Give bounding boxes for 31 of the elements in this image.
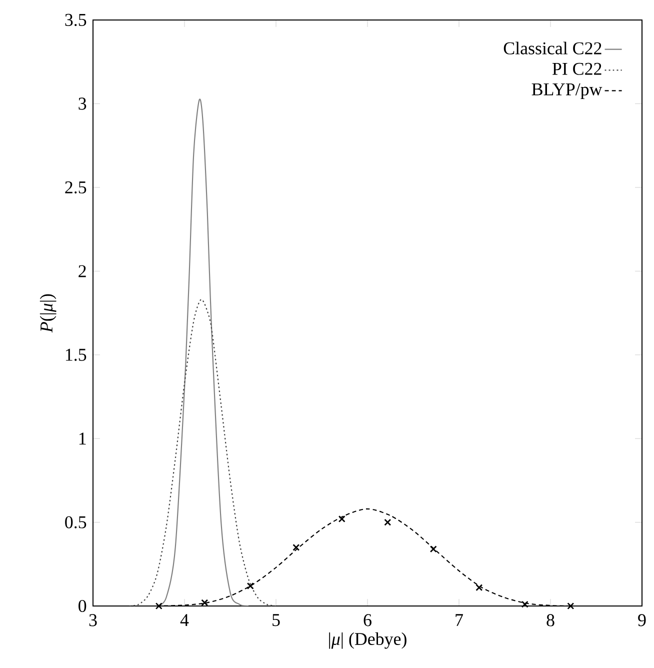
y-tick-label: 3.5 (65, 14, 86, 26)
point (521, 600, 528, 608)
x-tick-label: 9 (638, 614, 646, 626)
point (384, 518, 392, 526)
point (430, 546, 437, 553)
x-tick-label: 7 (456, 614, 463, 626)
x-tick-label: 5 (272, 614, 280, 626)
point (155, 602, 162, 610)
legend-label: Classical C22 (504, 42, 602, 54)
y-tick-label: 3 (78, 98, 86, 110)
x-tick-label: 8 (546, 614, 554, 626)
y-tick-label: 1.5 (66, 348, 86, 361)
y-tick-label: 0 (78, 600, 86, 612)
y-tick-label: 2 (78, 265, 86, 278)
point (567, 602, 574, 610)
x-tick-label: 4 (180, 614, 189, 626)
y-axis-title: P(|μ|) (40, 294, 56, 333)
legend-label: BLYP/pw (532, 83, 602, 100)
point (292, 544, 300, 551)
point (338, 515, 346, 522)
x-axis-title: |μ| (Debye) (329, 632, 406, 649)
x-tick-label: 6 (364, 614, 372, 626)
y-tick-label: 2.5 (65, 181, 86, 194)
point (246, 582, 254, 590)
x-tick-label: 3 (89, 614, 97, 626)
point (476, 584, 483, 592)
line-series (129, 299, 277, 606)
legend-label: PI C22 (552, 62, 602, 75)
y-tick-label: 1 (79, 432, 86, 444)
point (201, 599, 208, 606)
y-tick-label: 0.5 (65, 516, 86, 528)
